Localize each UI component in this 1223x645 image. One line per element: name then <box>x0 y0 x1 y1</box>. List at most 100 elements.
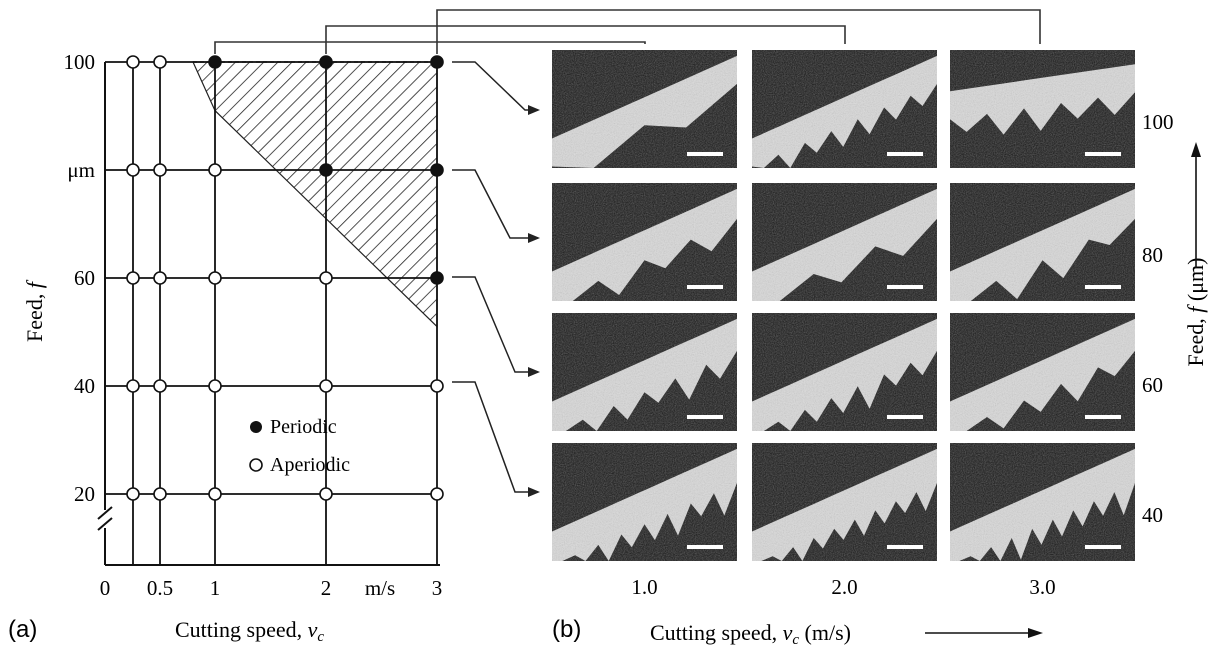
chip-micrograph <box>752 443 937 561</box>
axis-break-mark <box>97 506 113 531</box>
panel-b-y-arrow <box>1191 142 1201 268</box>
chip-micrograph <box>752 183 937 301</box>
aperiodic-point <box>319 487 333 501</box>
aperiodic-point <box>126 55 140 69</box>
panel-b-y-title-text: Feed, <box>1183 313 1208 367</box>
scale-bar <box>1085 285 1121 289</box>
periodic-point <box>430 55 444 69</box>
data-points <box>126 55 444 501</box>
chip-micrograph <box>950 313 1135 431</box>
aperiodic-point <box>319 271 333 285</box>
panel-b-row-labels: 100 80 60 40 <box>1142 110 1174 527</box>
y-tick-label: μm <box>67 158 95 182</box>
periodic-point <box>430 163 444 177</box>
panel-b-column-labels: 1.0 2.0 3.0 <box>631 575 1055 599</box>
panel-a-label: (a) <box>8 616 37 643</box>
periodic-point <box>319 163 333 177</box>
aperiodic-point <box>208 163 222 177</box>
x-tick-label: m/s <box>365 576 395 600</box>
x-tick-label: 0.5 <box>147 576 173 600</box>
y-axis-title-text: Feed, <box>22 288 47 342</box>
aperiodic-point <box>126 379 140 393</box>
aperiodic-point <box>208 379 222 393</box>
aperiodic-point <box>126 487 140 501</box>
panel-b-x-title-text: Cutting speed, <box>650 620 783 645</box>
y-tick-label: 100 <box>64 50 96 74</box>
periodic-point <box>319 55 333 69</box>
aperiodic-point <box>153 271 167 285</box>
panel-b-x-arrow <box>925 628 1043 638</box>
chip-micrograph <box>552 443 737 561</box>
x-axis-title-var: v <box>308 617 318 642</box>
aperiodic-point <box>153 163 167 177</box>
legend-periodic-label: Periodic <box>270 416 337 438</box>
panel-b-x-title-unit: (m/s) <box>799 620 851 645</box>
legend-aperiodic-marker <box>249 458 263 472</box>
aperiodic-point <box>153 487 167 501</box>
aperiodic-point <box>208 487 222 501</box>
legend: Periodic Aperiodic <box>249 416 350 476</box>
aperiodic-point <box>153 379 167 393</box>
x-axis-title: Cutting speed, vc <box>175 617 324 645</box>
x-axis-title-text: Cutting speed, <box>175 617 308 642</box>
legend-aperiodic-label: Aperiodic <box>270 454 350 476</box>
connector-brackets <box>214 9 1041 54</box>
y-axis-title-var: f <box>22 279 47 288</box>
chip-micrograph <box>752 50 937 168</box>
chip-micrograph <box>950 443 1135 561</box>
y-tick-label: 20 <box>74 482 95 506</box>
legend-periodic-marker <box>250 421 262 433</box>
y-tick-label: 60 <box>74 266 95 290</box>
aperiodic-point <box>430 379 444 393</box>
aperiodic-point <box>126 271 140 285</box>
y-tick-label: 40 <box>74 374 95 398</box>
y-axis-title: Feed, f <box>22 279 47 342</box>
x-tick-labels: 0 0.5 1 2 m/s 3 <box>100 576 443 600</box>
panel-b-x-title-var: v <box>783 620 793 645</box>
aperiodic-point <box>126 163 140 177</box>
scale-bar <box>1085 415 1121 419</box>
chip-micrograph <box>552 313 737 431</box>
periodic-point <box>430 271 444 285</box>
chip-micrograph <box>950 183 1135 301</box>
column-speed-label: 3.0 <box>1029 575 1055 599</box>
row-feed-label: 80 <box>1142 243 1163 267</box>
panel-a: 0 0.5 1 2 m/s 3 100 μm 60 40 20 Periodic Aperiodi… <box>8 50 444 645</box>
x-axis-title-sub: c <box>317 629 324 645</box>
y-tick-labels: 100 μm 60 40 20 <box>64 50 96 506</box>
chip-micrograph <box>950 50 1135 168</box>
panel-b-y-axis-title: Feed, f (μm) <box>1183 258 1208 367</box>
chip-micrograph <box>752 313 937 431</box>
periodic-point <box>208 55 222 69</box>
row-feed-label: 100 <box>1142 110 1174 134</box>
scale-bar <box>687 545 723 549</box>
aperiodic-point <box>319 379 333 393</box>
scale-bar <box>687 415 723 419</box>
scale-bar <box>887 415 923 419</box>
row-feed-label: 60 <box>1142 373 1163 397</box>
x-tick-label: 3 <box>432 576 443 600</box>
scale-bar <box>687 152 723 156</box>
scale-bar <box>1085 152 1121 156</box>
hatched-periodic-region <box>192 61 438 329</box>
scale-bar <box>687 285 723 289</box>
column-speed-label: 1.0 <box>631 575 657 599</box>
chip-micrograph <box>552 50 737 168</box>
row-feed-label: 40 <box>1142 503 1163 527</box>
hatched-area <box>192 61 438 329</box>
panel-b-y-title-var: f <box>1183 304 1208 313</box>
scale-bar <box>1085 545 1121 549</box>
chip-micrograph <box>552 183 737 301</box>
aperiodic-point <box>430 487 444 501</box>
panel-b-x-title-sub: c <box>792 632 799 645</box>
scale-bar <box>887 285 923 289</box>
x-tick-label: 2 <box>321 576 332 600</box>
x-tick-label: 1 <box>210 576 221 600</box>
micrograph-grid <box>552 50 1135 561</box>
panel-b-label: (b) <box>552 616 581 643</box>
column-speed-label: 2.0 <box>831 575 857 599</box>
panel-b-x-axis-title: Cutting speed, vc (m/s) <box>650 620 851 645</box>
connector-arrows <box>452 61 540 497</box>
x-tick-label: 0 <box>100 576 111 600</box>
